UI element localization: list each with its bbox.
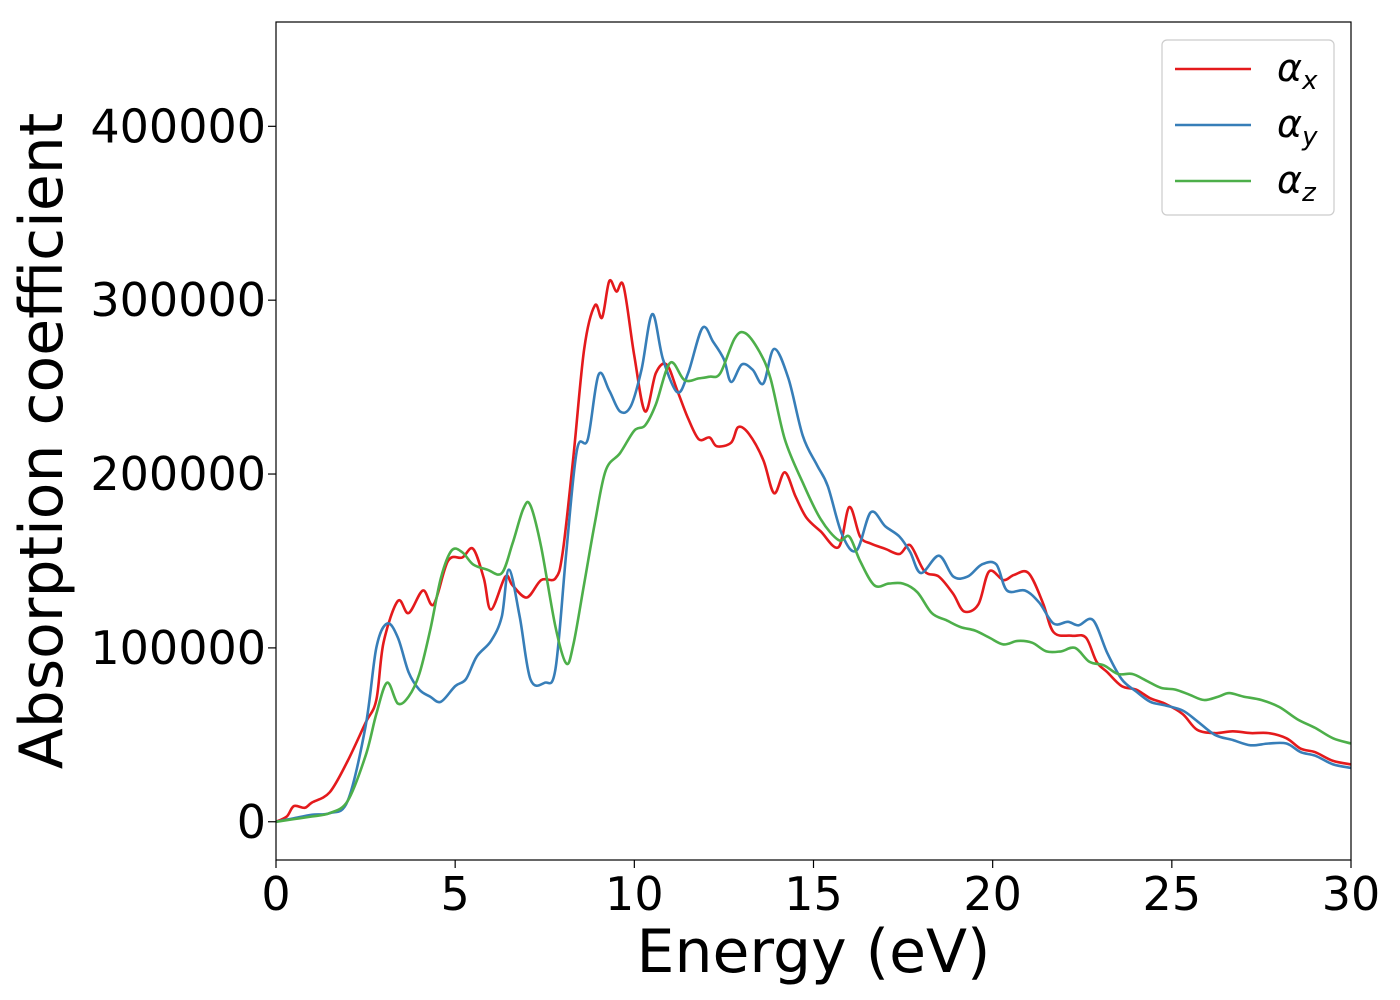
series-line-x xyxy=(276,278,1351,823)
x-tick-label: 15 xyxy=(784,867,843,921)
x-tick-label: 10 xyxy=(605,867,664,921)
y-tick-label: 200000 xyxy=(90,447,266,501)
x-tick-label: 30 xyxy=(1322,867,1381,921)
y-tick-label: 0 xyxy=(237,795,266,849)
series-line-y xyxy=(276,312,1351,824)
series-layer xyxy=(276,278,1351,824)
y-tick-label: 300000 xyxy=(90,273,266,327)
x-tick-label: 20 xyxy=(963,867,1022,921)
x-axis-label: Energy (eV) xyxy=(637,917,991,987)
ticks-layer: 0 5 10 15 20 25 30 0 100000 200000 300000 400000 xyxy=(90,99,1380,921)
y-axis-label: Absorption coefficient xyxy=(7,113,77,770)
legend-box xyxy=(1161,39,1335,216)
x-tick-label: 0 xyxy=(261,867,290,921)
series-line-z xyxy=(276,330,1351,824)
x-tick-label: 25 xyxy=(1143,867,1202,921)
y-tick-label: 400000 xyxy=(90,99,266,153)
y-tick-label: 100000 xyxy=(90,621,266,675)
x-tick-label: 5 xyxy=(441,867,470,921)
